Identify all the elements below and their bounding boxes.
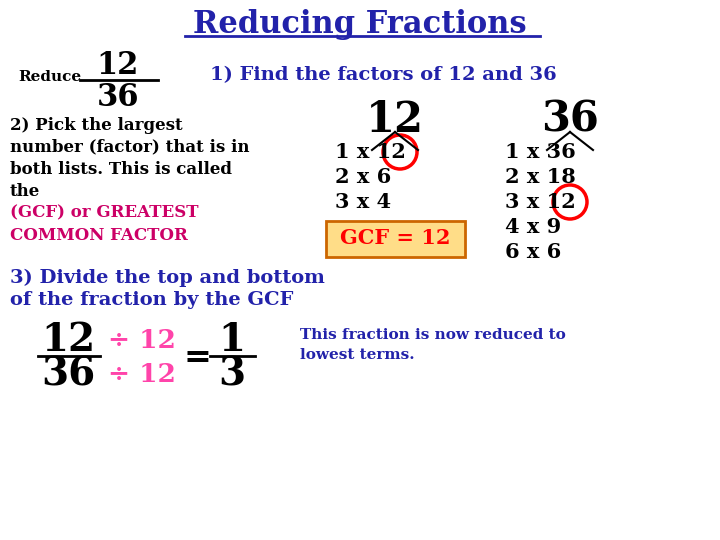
Text: 2 x 18: 2 x 18 — [505, 167, 576, 187]
Text: 12: 12 — [366, 99, 424, 141]
Text: 12: 12 — [96, 50, 139, 80]
Text: 6 x 6: 6 x 6 — [505, 242, 562, 262]
Text: 36: 36 — [96, 82, 139, 112]
Text: 1: 1 — [218, 321, 246, 359]
Text: both lists. This is called: both lists. This is called — [10, 160, 232, 178]
Text: 2) Pick the largest: 2) Pick the largest — [10, 117, 183, 133]
Text: 36: 36 — [41, 356, 95, 394]
Text: ÷ 12: ÷ 12 — [108, 362, 176, 388]
Text: (GCF) or GREATEST: (GCF) or GREATEST — [10, 205, 199, 221]
Text: Reduce: Reduce — [18, 70, 81, 84]
Text: GCF = 12: GCF = 12 — [340, 228, 450, 248]
Text: 3 x 4: 3 x 4 — [335, 192, 391, 212]
Text: lowest terms.: lowest terms. — [300, 348, 415, 362]
Text: ÷ 12: ÷ 12 — [108, 327, 176, 353]
FancyBboxPatch shape — [326, 221, 465, 257]
Text: 1) Find the factors of 12 and 36: 1) Find the factors of 12 and 36 — [210, 66, 557, 84]
Text: =: = — [183, 341, 211, 374]
Text: COMMON FACTOR: COMMON FACTOR — [10, 226, 188, 244]
Text: number (factor) that is in: number (factor) that is in — [10, 138, 250, 156]
Text: 36: 36 — [541, 99, 599, 141]
Text: the: the — [10, 183, 40, 199]
Text: of the fraction by the GCF: of the fraction by the GCF — [10, 291, 293, 309]
Text: 4 x 9: 4 x 9 — [505, 217, 562, 237]
Text: Reducing Fractions: Reducing Fractions — [193, 10, 527, 40]
Text: 1 x 12: 1 x 12 — [335, 142, 406, 162]
Text: 3: 3 — [218, 356, 246, 394]
Text: 2 x 6: 2 x 6 — [335, 167, 391, 187]
Text: 1 x 36: 1 x 36 — [505, 142, 576, 162]
Text: 3 x 12: 3 x 12 — [505, 192, 576, 212]
Text: 12: 12 — [41, 321, 95, 359]
Text: This fraction is now reduced to: This fraction is now reduced to — [300, 328, 566, 342]
Text: 3) Divide the top and bottom: 3) Divide the top and bottom — [10, 269, 325, 287]
